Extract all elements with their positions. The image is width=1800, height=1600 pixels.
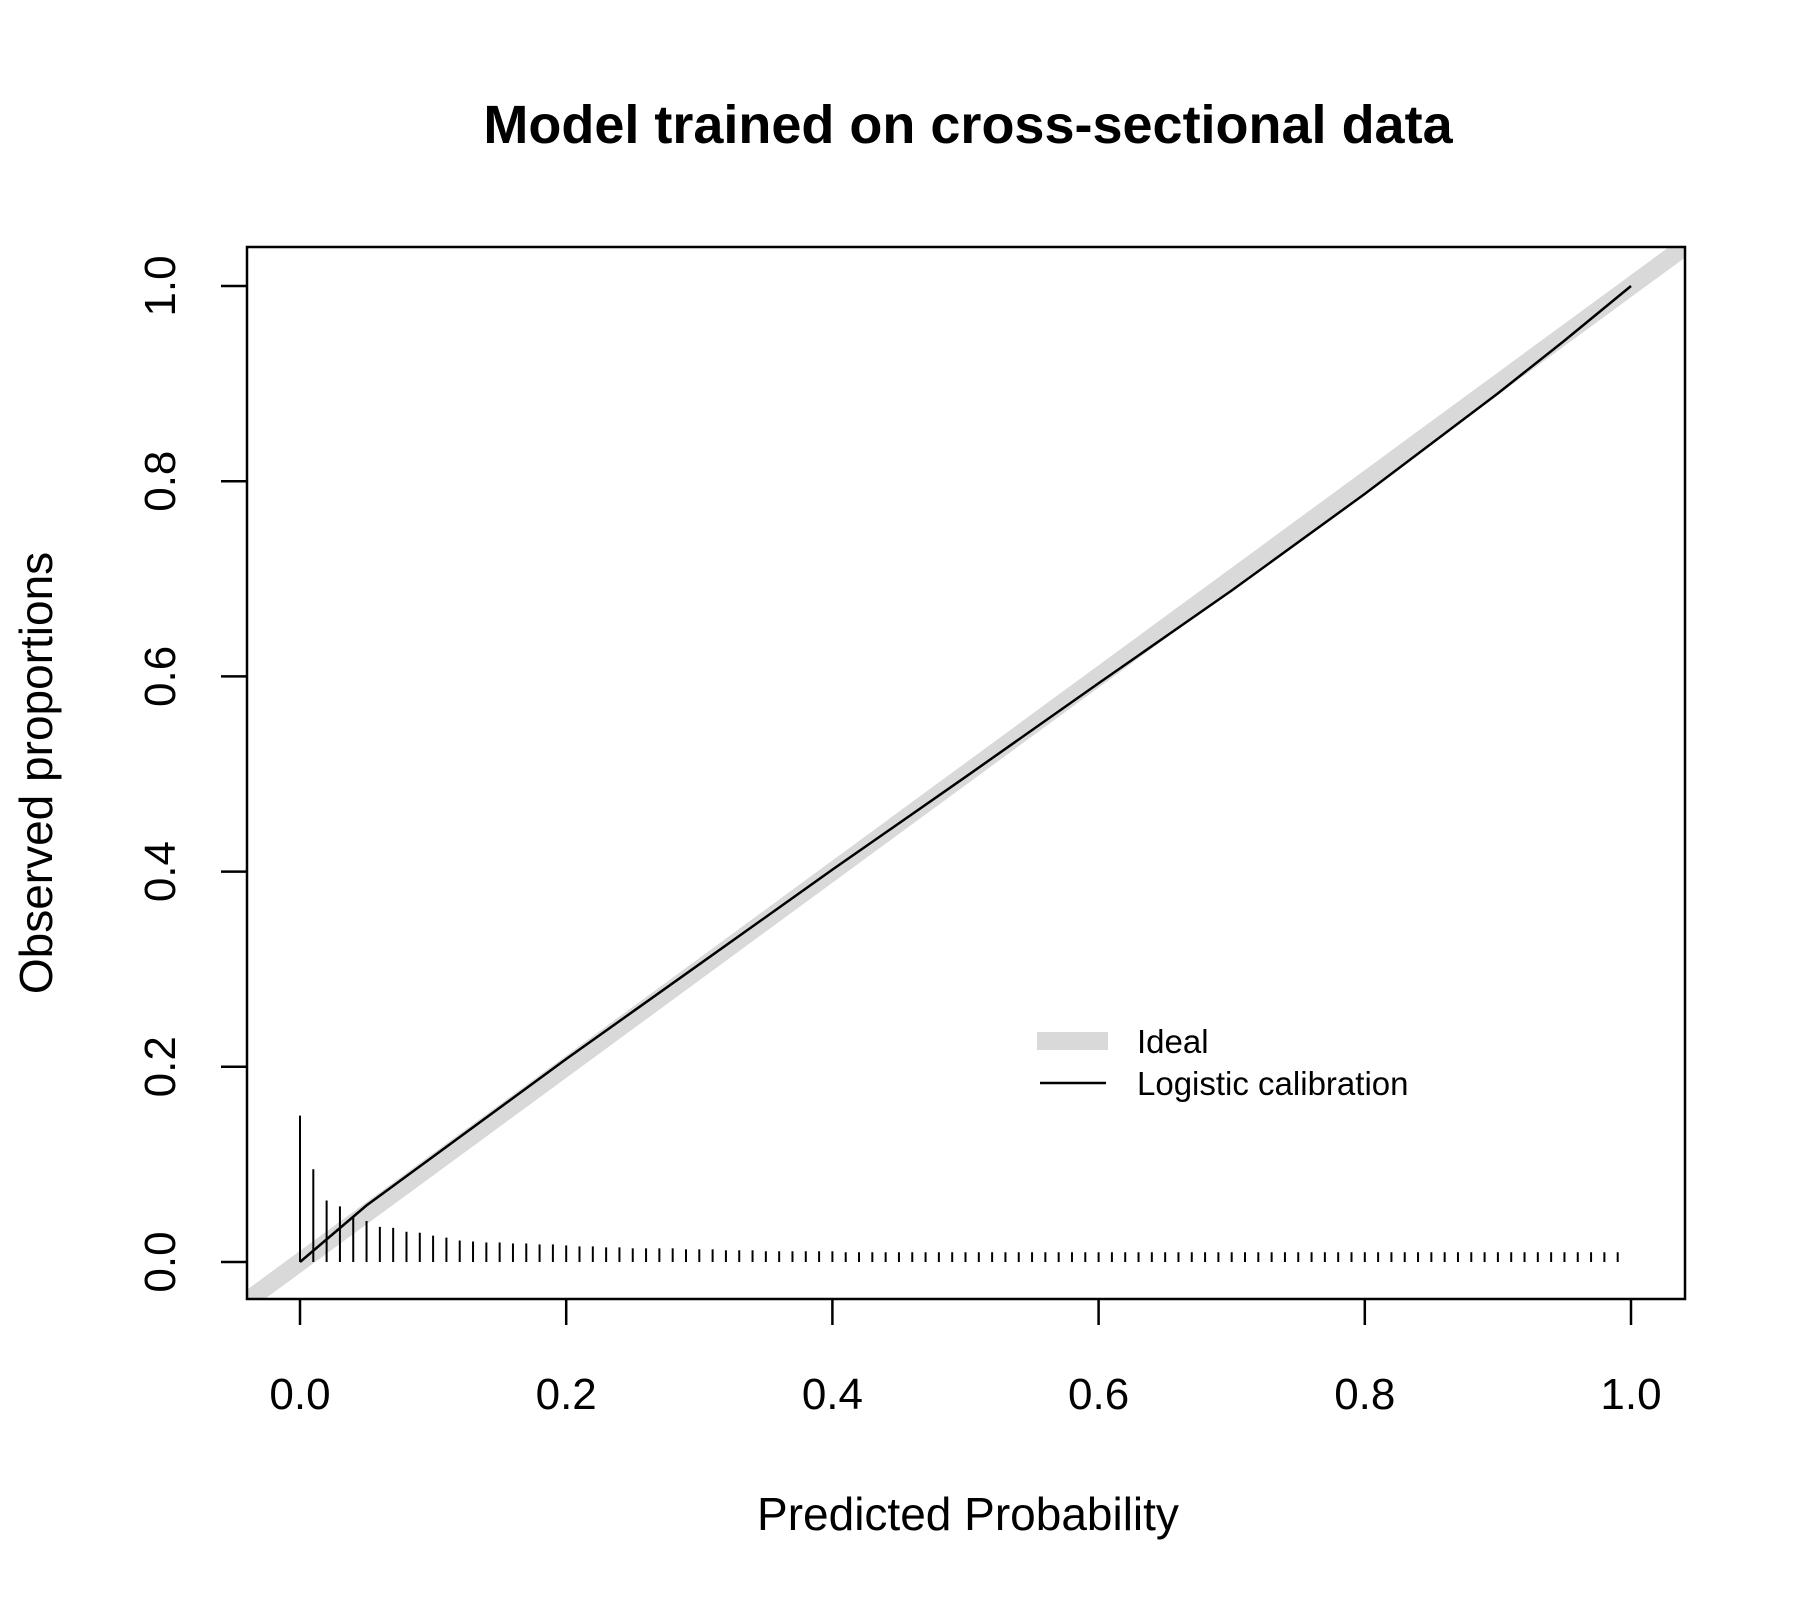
- y-tick-label: 0.4: [136, 841, 185, 902]
- chart-title: Model trained on cross-sectional data: [483, 95, 1453, 155]
- legend: Ideal Logistic calibration: [1037, 1023, 1408, 1102]
- x-tick-label: 0.8: [1334, 1370, 1395, 1419]
- y-tick-label: 0.0: [136, 1231, 185, 1292]
- legend-label-ideal: Ideal: [1137, 1023, 1209, 1060]
- y-axis-label: Observed proportions: [10, 552, 62, 994]
- x-axis: 0.0 0.2 0.4 0.6 0.8 1.0: [269, 1299, 1662, 1419]
- x-tick-label: 1.0: [1600, 1370, 1661, 1419]
- plot-frame: [245, 245, 1687, 1301]
- legend-label-logistic: Logistic calibration: [1137, 1065, 1408, 1102]
- x-tick-label: 0.2: [536, 1370, 597, 1419]
- y-tick-label: 0.8: [136, 451, 185, 512]
- plot-area: [247, 247, 1685, 1299]
- series-line-ideal: [247, 247, 1685, 1299]
- y-tick-label: 1.0: [136, 255, 185, 316]
- y-axis: 0.0 0.2 0.4 0.6 0.8 1.0: [136, 255, 247, 1293]
- y-tick-label: 0.2: [136, 1036, 185, 1097]
- x-axis-label: Predicted Probability: [757, 1488, 1179, 1540]
- series-line-logistic-calibration: [299, 285, 1632, 1263]
- x-tick-label: 0.6: [1068, 1370, 1129, 1419]
- x-tick-label: 0.4: [802, 1370, 863, 1419]
- y-tick-label: 0.6: [136, 646, 185, 707]
- x-tick-label: 0.0: [269, 1370, 330, 1419]
